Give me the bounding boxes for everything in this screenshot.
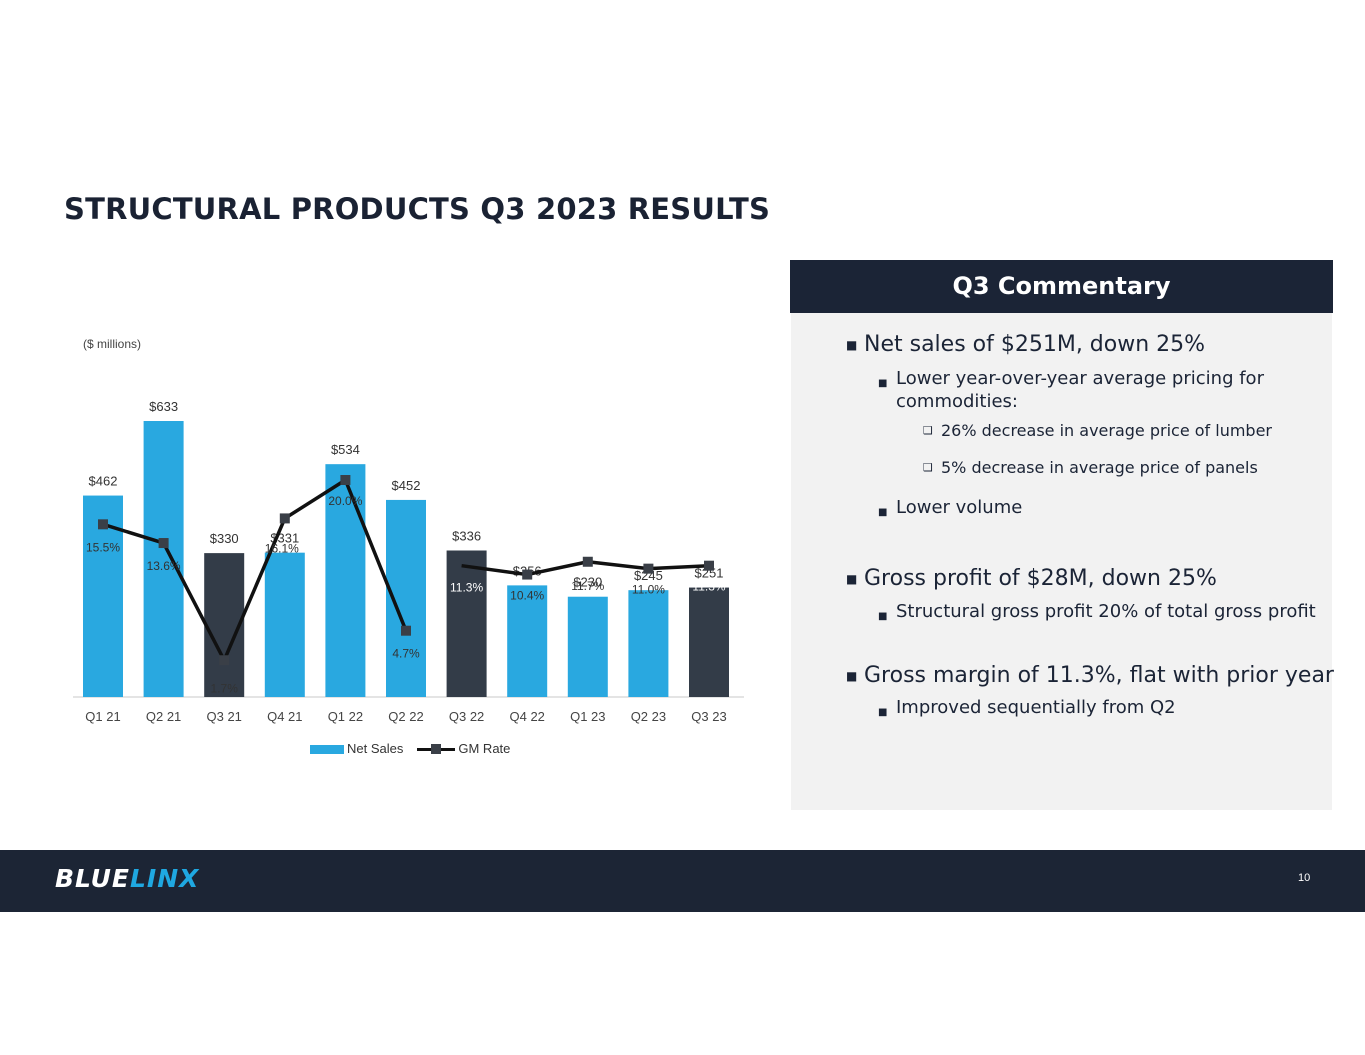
x-tick-label: Q2 21 [146,709,181,724]
x-tick-label: Q3 22 [449,709,484,724]
legend-gm-rate-label: GM Rate [458,741,511,756]
bar-q2-21 [143,421,184,697]
gm-rate-value-label: 16.1% [265,541,299,555]
gm-rate-value-label: 4.7% [392,647,420,661]
logo-part1: BLUE [55,864,130,893]
box-bullet-icon: ❑ [923,461,933,474]
commentary-pricing-line1: Lower year-over-year average pricing for [896,368,1264,389]
gm-rate-value-label: 11.3% [692,580,725,594]
commentary-volume-text: Lower volume [896,497,1023,518]
x-tick-label: Q4 22 [509,709,544,724]
gm-rate-marker [219,655,230,666]
gm-rate-value-label: 11.0% [632,583,665,597]
bar-q4-22 [507,585,548,697]
bar-q1-22 [325,464,366,697]
gm-rate-value-label: 20.0% [328,494,362,508]
slide-title: STRUCTURAL PRODUCTS Q3 2023 RESULTS [64,192,771,226]
bar-value-label: $534 [331,442,360,457]
x-tick-label: Q3 21 [206,709,241,724]
x-tick-label: Q2 22 [388,709,423,724]
bullet-icon: ■ [846,572,858,586]
bar-q2-23 [628,590,669,697]
gm-rate-marker [704,560,714,571]
commentary-lumber-text: 26% decrease in average price of lumber [941,421,1273,440]
page-number: 10 [1298,872,1311,884]
bar-q4-21 [264,552,305,697]
commentary-gross-profit-text: Gross profit of $28M, down 25% [864,566,1217,591]
legend-net-sales-swatch [310,745,344,755]
footer-bar [0,850,1365,912]
commentary-net-sales-text: Net sales of $251M, down 25% [864,332,1206,357]
bullet-icon: ■ [846,338,858,352]
gm-rate-value-label: 11.7% [571,579,604,593]
x-tick-label: Q1 22 [328,709,363,724]
x-tick-label: Q2 23 [631,709,666,724]
x-tick-label: Q1 23 [570,709,605,724]
commentary-item-improved: ■ Improved sequentially from Q2 [878,696,1176,719]
legend-gm-rate-swatch [417,744,456,755]
gm-rate-marker [401,625,411,636]
bar-q1-23 [567,596,608,697]
logo-part2: LINX [130,864,200,893]
bar-value-label: $251 [695,566,724,581]
gm-rate-line [102,478,408,663]
gm-rate-marker [522,569,533,580]
x-tick-label: Q1 21 [85,709,120,724]
bar-value-label: $336 [452,528,481,543]
bullet-icon: ■ [878,378,888,389]
gm-rate-marker [582,556,593,567]
gm-rate-marker [158,538,169,549]
commentary-panel [791,313,1332,810]
gm-rate-value-label: 15.5% [86,540,120,554]
gm-rate-value-label: 1.7% [211,681,239,695]
commentary-item-gross-profit: ■ Gross profit of $28M, down 25% [846,566,1217,591]
bar-value-label: $330 [210,531,239,546]
commentary-item-panels: ❑ 5% decrease in average price of panels [923,458,1258,477]
gm-rate-marker [643,563,654,574]
x-tick-label: Q3 23 [691,709,726,724]
commentary-pricing-line2: commodities: [896,391,1018,412]
gm-rate-value-label: 10.4% [510,589,544,603]
commentary-improved-text: Improved sequentially from Q2 [896,697,1176,718]
commentary-item-lumber: ❑ 26% decrease in average price of lumber [923,421,1273,440]
bar-q3-22 [446,550,487,697]
commentary-gross-margin-text: Gross margin of 11.3%, flat with prior y… [864,663,1334,688]
bullet-icon: ■ [878,611,888,622]
bar-value-label: $452 [392,478,421,493]
commentary-item-net-sales: ■ Net sales of $251M, down 25% [846,332,1206,357]
commentary-item-pricing: ■ Lower year-over-year average pricing fo… [878,367,1264,413]
bullet-icon: ■ [846,669,858,683]
chart-units-label: ($ millions) [83,337,142,351]
commentary-panels-text: 5% decrease in average price of panels [941,458,1258,477]
legend-net-sales-label: Net Sales [347,741,404,756]
gm-rate-value-label: 13.6% [147,559,181,573]
bar-value-label: $245 [634,568,663,583]
commentary-item-structural-gp: ■ Structural gross profit 20% of total gr… [878,600,1316,623]
bullet-icon: ■ [878,707,888,718]
bar-value-label: $230 [573,575,602,590]
commentary-structural-gp-text: Structural gross profit 20% of total gro… [896,601,1316,622]
box-bullet-icon: ❑ [923,424,933,437]
gm-rate-marker [279,513,290,524]
commentary-item-gross-margin: ■ Gross margin of 11.3%, flat with prior … [846,663,1334,688]
bar-value-label: $633 [149,399,178,414]
gm-rate-marker [98,519,108,530]
bar-value-label: $462 [89,474,118,489]
bar-q3-23 [689,587,729,697]
gm-rate-marker [340,475,351,485]
x-tick-label: Q4 21 [267,709,302,724]
gm-rate-value-label: 11.3% [450,581,483,595]
bullet-icon: ■ [878,507,888,518]
chart-legend: Net Sales GM Rate [310,741,510,756]
bluelinx-logo: BLUELINX [55,864,199,893]
commentary-item-volume: ■ Lower volume [878,496,1023,519]
commentary-header: Q3 Commentary [790,260,1333,313]
